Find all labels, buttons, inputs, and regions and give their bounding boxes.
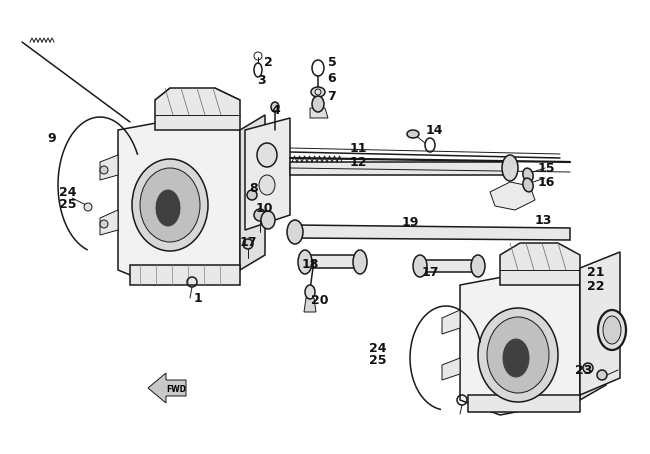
Text: 16: 16 (538, 177, 554, 189)
Text: 10: 10 (255, 202, 273, 214)
Text: 20: 20 (311, 293, 329, 306)
Ellipse shape (254, 209, 266, 221)
Text: 11: 11 (349, 142, 367, 154)
Text: 25: 25 (369, 354, 387, 366)
Ellipse shape (487, 317, 549, 393)
Text: 24: 24 (369, 341, 387, 355)
Ellipse shape (132, 159, 208, 251)
Polygon shape (500, 243, 580, 285)
Text: 4: 4 (272, 104, 280, 117)
Text: 15: 15 (538, 162, 554, 174)
Polygon shape (460, 270, 580, 415)
Text: 19: 19 (401, 216, 419, 228)
Polygon shape (442, 358, 460, 380)
Ellipse shape (261, 211, 275, 229)
Ellipse shape (353, 250, 367, 274)
Polygon shape (305, 255, 360, 268)
Ellipse shape (100, 166, 108, 174)
Polygon shape (245, 118, 290, 230)
Text: 17: 17 (239, 236, 257, 248)
Polygon shape (304, 298, 316, 312)
Polygon shape (100, 155, 118, 180)
Text: 6: 6 (328, 71, 336, 84)
Ellipse shape (156, 190, 180, 226)
Text: 13: 13 (534, 213, 552, 227)
Polygon shape (468, 395, 580, 412)
Text: 1: 1 (194, 291, 202, 305)
Ellipse shape (471, 255, 485, 277)
Ellipse shape (523, 178, 533, 192)
Polygon shape (118, 115, 240, 285)
Ellipse shape (583, 363, 593, 373)
Polygon shape (130, 265, 240, 285)
Ellipse shape (257, 143, 277, 167)
Text: 23: 23 (575, 364, 593, 376)
Text: 3: 3 (257, 74, 266, 87)
Text: 14: 14 (425, 123, 443, 137)
Ellipse shape (305, 285, 315, 299)
Ellipse shape (259, 175, 275, 195)
Ellipse shape (523, 168, 533, 182)
Text: 8: 8 (250, 182, 258, 194)
Ellipse shape (271, 102, 279, 112)
Ellipse shape (311, 87, 325, 97)
Ellipse shape (502, 155, 518, 181)
Text: 25: 25 (59, 197, 77, 211)
Polygon shape (100, 210, 118, 235)
Ellipse shape (413, 255, 427, 277)
Text: 24: 24 (59, 186, 77, 198)
Ellipse shape (598, 310, 626, 350)
Text: 5: 5 (328, 55, 337, 69)
Polygon shape (580, 252, 620, 395)
Ellipse shape (298, 250, 312, 274)
Text: 2: 2 (264, 55, 272, 69)
Polygon shape (420, 260, 478, 272)
Polygon shape (310, 108, 328, 118)
Ellipse shape (312, 96, 324, 112)
Polygon shape (295, 225, 570, 240)
Ellipse shape (287, 220, 303, 244)
Ellipse shape (243, 239, 253, 249)
Ellipse shape (140, 168, 200, 242)
Text: 17: 17 (421, 266, 439, 278)
Text: 18: 18 (302, 258, 318, 271)
Ellipse shape (247, 190, 257, 200)
Ellipse shape (597, 370, 607, 380)
Text: 12: 12 (349, 157, 367, 169)
Polygon shape (442, 310, 460, 334)
Ellipse shape (407, 130, 419, 138)
Text: FWD: FWD (166, 385, 186, 394)
Polygon shape (240, 115, 265, 270)
Text: 22: 22 (587, 281, 605, 293)
Text: 7: 7 (328, 89, 337, 103)
Ellipse shape (478, 308, 558, 402)
Polygon shape (155, 88, 240, 130)
Ellipse shape (100, 220, 108, 228)
Polygon shape (148, 373, 186, 403)
Ellipse shape (503, 339, 529, 377)
Text: 21: 21 (587, 266, 605, 278)
Ellipse shape (84, 203, 92, 211)
Polygon shape (580, 270, 606, 400)
Ellipse shape (603, 316, 621, 344)
Polygon shape (490, 182, 535, 210)
Polygon shape (290, 162, 510, 175)
Text: 9: 9 (47, 132, 57, 144)
